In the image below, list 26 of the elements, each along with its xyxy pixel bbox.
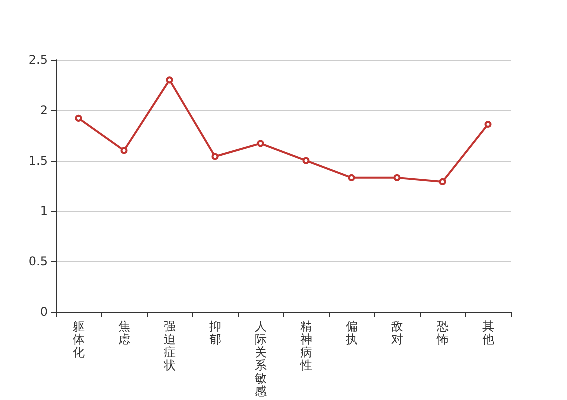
x-tick-label: 恐怖 xyxy=(436,320,449,346)
point xyxy=(212,153,219,160)
point xyxy=(484,121,492,128)
x-tick-label: 焦虑 xyxy=(118,320,130,346)
point xyxy=(75,114,82,122)
x-tick-label: 敌对 xyxy=(391,320,404,346)
x-tick-label: 人际关系敏感 xyxy=(254,320,267,398)
point xyxy=(439,178,446,186)
y-tick-label: 0 xyxy=(40,305,48,319)
y-tick-label: 2 xyxy=(40,103,48,118)
x-tick-label: 其他 xyxy=(482,320,494,346)
y-tick-label: 2.5 xyxy=(28,53,48,67)
y-tick-label: 1 xyxy=(40,204,48,218)
x-tick-label: 抑郁 xyxy=(209,320,222,346)
point xyxy=(257,140,264,148)
point xyxy=(348,174,356,182)
point xyxy=(302,157,310,164)
y-tick-label: 1.5 xyxy=(28,154,48,168)
point xyxy=(120,147,128,154)
x-tick-label: 偏执 xyxy=(346,320,358,346)
y-tick-label: 0.5 xyxy=(28,254,48,269)
point xyxy=(394,174,401,182)
x-tick-label: 强迫症状 xyxy=(162,320,176,372)
x-tick-label: 躯体化 xyxy=(72,320,85,360)
x-tick-label: 精神病性 xyxy=(299,320,312,372)
point xyxy=(166,76,174,84)
